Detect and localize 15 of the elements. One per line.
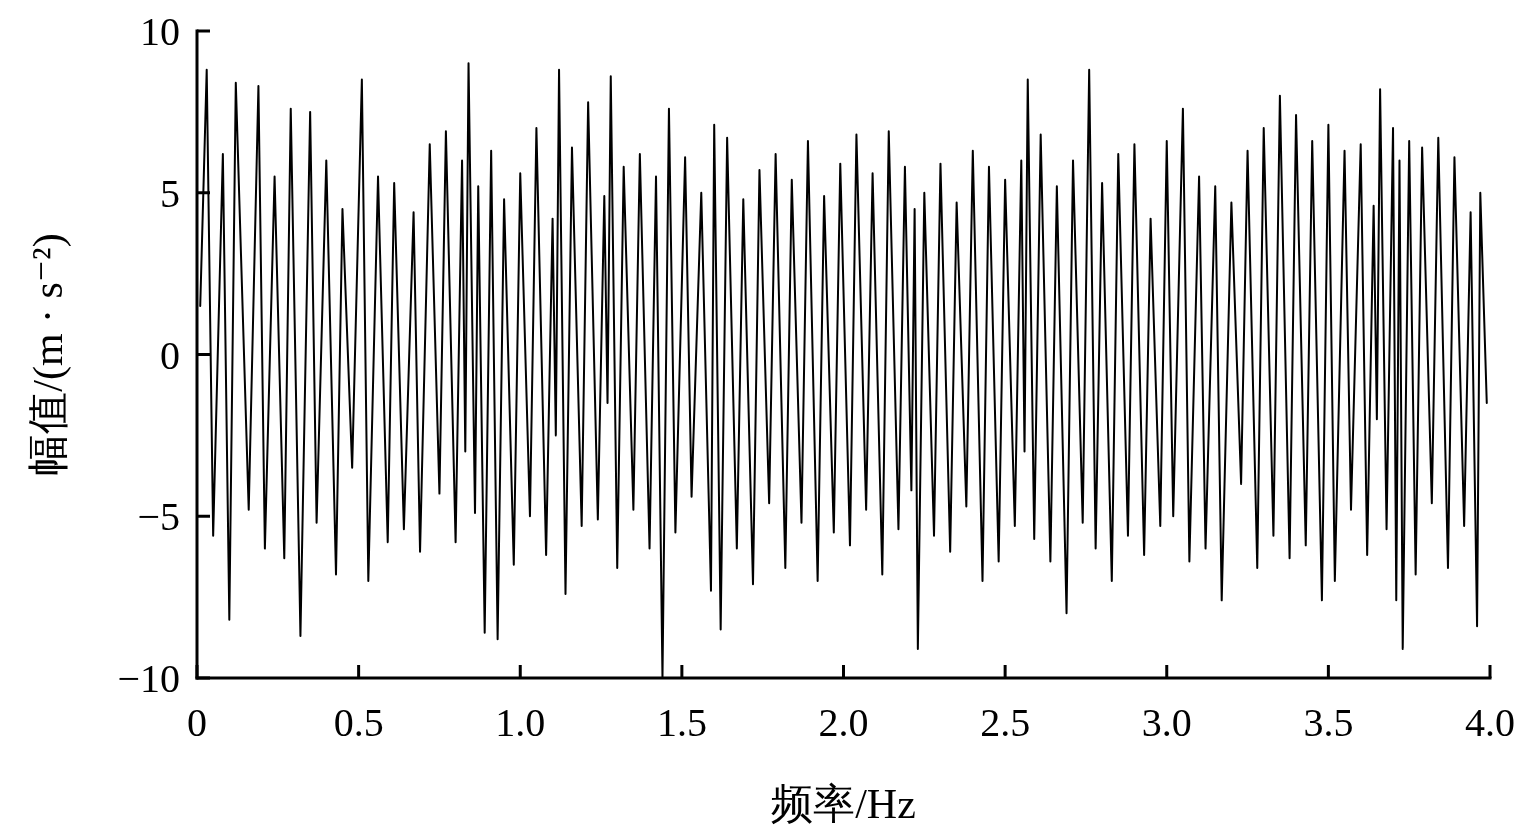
y-tick-label: −10	[117, 656, 180, 701]
x-tick-label: 4.0	[1465, 700, 1515, 745]
x-tick-label: 0.5	[333, 700, 384, 745]
y-tick-label: 5	[160, 170, 180, 216]
x-tick-label: 2.5	[980, 700, 1031, 745]
y-tick-label: −5	[137, 494, 180, 540]
x-tick-label: 3.0	[1141, 700, 1192, 745]
x-axis-title: 频率/Hz	[771, 781, 916, 827]
x-tick-label: 3.5	[1303, 700, 1354, 745]
x-tick-label: 1.0	[495, 700, 546, 745]
y-axis-title: 幅值/(m · s⁻²)	[25, 233, 72, 476]
x-tick-label: 2.0	[818, 700, 869, 745]
x-tick-label: 1.5	[656, 700, 707, 745]
y-tick-label: 10	[140, 9, 180, 54]
y-tick-label: 0	[160, 332, 180, 378]
